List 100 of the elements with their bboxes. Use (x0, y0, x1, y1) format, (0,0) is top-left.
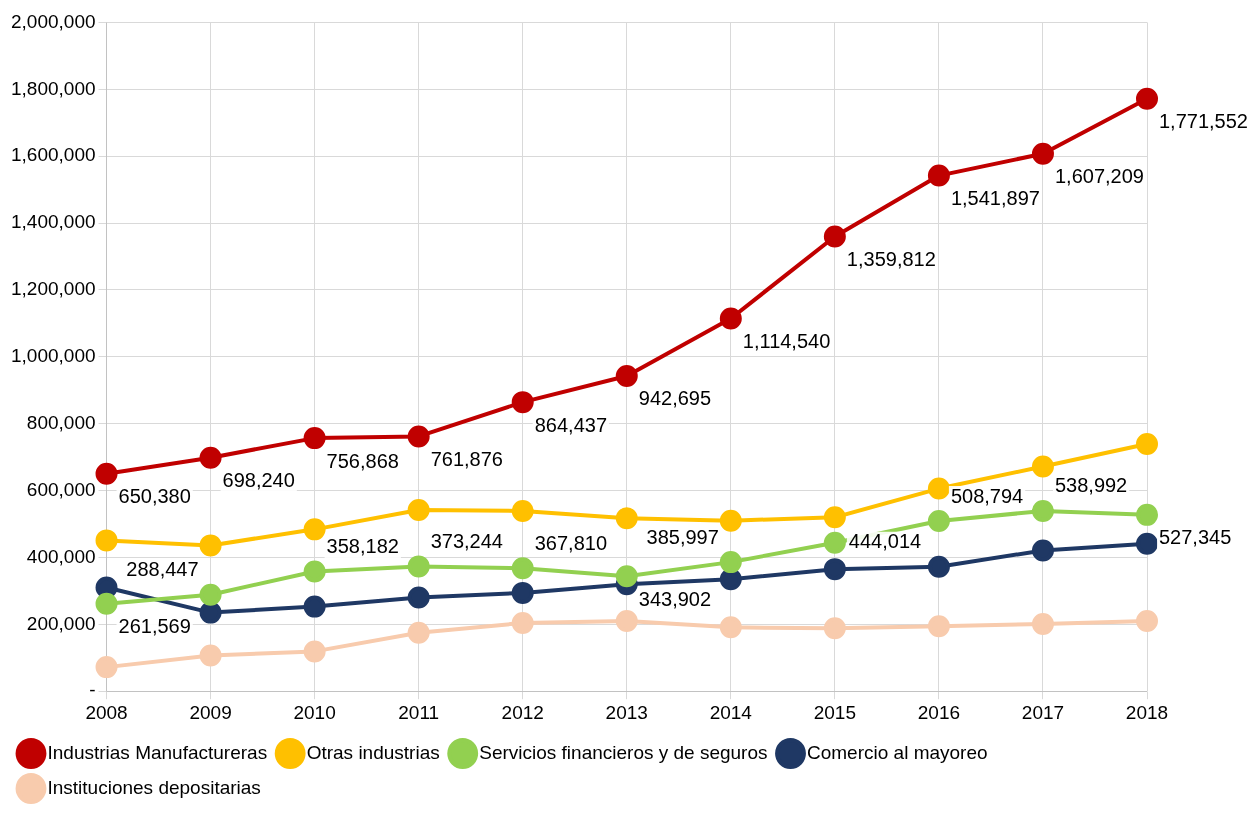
y-tick-label: 400,000 (26, 545, 96, 567)
point (303, 518, 326, 541)
y-tick-label: 800,000 (26, 411, 96, 433)
x-tick-label: 2017 (1021, 701, 1065, 723)
data-label: 1,607,209 (1054, 165, 1144, 188)
point (1136, 503, 1158, 526)
point (303, 595, 326, 618)
y-tick-label: 1,400,000 (10, 211, 96, 233)
data-label: 343,902 (638, 587, 712, 610)
point (95, 529, 118, 552)
point (823, 506, 846, 529)
x-tick-label: 2018 (1125, 701, 1169, 723)
point (1136, 532, 1158, 555)
legend-label: Comercio al mayoreo (807, 741, 988, 763)
point (95, 592, 118, 615)
point (1031, 455, 1054, 478)
x-tick-label: 2016 (917, 701, 961, 723)
point (1136, 609, 1158, 632)
x-tick-label: 2009 (189, 701, 232, 723)
y-tick-label: - (89, 679, 96, 701)
point (1136, 87, 1158, 110)
point (1031, 612, 1054, 635)
point (719, 568, 742, 591)
point (95, 462, 118, 485)
point (303, 640, 326, 663)
point (1031, 142, 1054, 165)
point (927, 615, 950, 638)
legend-label: Otras industrias (306, 741, 440, 763)
point (511, 557, 534, 580)
data-label: 288,447 (126, 558, 199, 581)
data-label: 367,810 (534, 531, 608, 554)
point (927, 477, 950, 500)
point (823, 225, 846, 248)
point (719, 307, 742, 330)
point (407, 586, 430, 609)
point (407, 425, 430, 448)
y-tick-label: 2,000,000 (10, 10, 96, 32)
data-label: 1,541,897 (950, 187, 1040, 210)
legend-label: Industrias Manufactureras (47, 741, 268, 763)
point (199, 446, 222, 469)
point (823, 558, 846, 581)
data-label: 444,014 (848, 530, 922, 553)
point (927, 555, 950, 578)
y-tick-label: 600,000 (26, 478, 96, 500)
point (303, 427, 326, 450)
point (615, 507, 638, 530)
data-label: 1,771,552 (1159, 110, 1248, 133)
point (927, 510, 950, 533)
point (1136, 433, 1158, 456)
point (719, 616, 742, 639)
point (927, 164, 950, 187)
point (407, 621, 430, 644)
point (511, 581, 534, 604)
x-tick-label: 2011 (398, 701, 440, 723)
y-tick-label: 200,000 (26, 612, 96, 634)
point (615, 364, 638, 387)
data-label: 864,437 (534, 413, 608, 436)
point (199, 583, 222, 606)
data-label: 1,359,812 (846, 247, 936, 270)
x-tick-label: 2015 (813, 701, 856, 723)
data-label: 373,244 (430, 529, 503, 552)
point (407, 555, 430, 578)
x-tick-label: 2014 (709, 701, 753, 723)
point (511, 499, 534, 522)
data-label: 650,380 (118, 485, 191, 508)
point (719, 551, 742, 574)
data-label: 358,182 (326, 534, 399, 557)
data-label: 538,992 (1054, 474, 1128, 497)
point (1031, 499, 1054, 522)
point (823, 617, 846, 640)
x-tick-label: 2013 (605, 701, 648, 723)
point (719, 509, 742, 532)
point (1031, 539, 1054, 562)
data-label: 385,997 (646, 525, 719, 548)
data-label: 942,695 (638, 387, 712, 410)
point (303, 560, 326, 583)
x-tick-label: 2008 (85, 701, 128, 723)
point (199, 644, 222, 667)
point (511, 391, 534, 414)
data-label: 527,345 (1159, 526, 1232, 549)
point (823, 531, 846, 554)
x-tick-label: 2010 (293, 701, 336, 723)
point (615, 565, 638, 588)
y-tick-label: 1,600,000 (10, 144, 96, 166)
x-tick-label: 2012 (501, 701, 544, 723)
data-label: 508,794 (950, 484, 1024, 507)
data-label: 761,876 (430, 447, 503, 470)
point (199, 534, 222, 557)
y-tick-label: 1,200,000 (10, 278, 96, 300)
point (199, 601, 222, 624)
legend-label: Instituciones depositarias (47, 776, 261, 798)
y-tick-label: 1,000,000 (10, 345, 96, 367)
point (407, 498, 430, 521)
data-label: 698,240 (222, 469, 295, 492)
data-label: 756,868 (326, 449, 399, 472)
data-label: 1,114,540 (742, 330, 831, 353)
data-label: 261,569 (118, 615, 191, 638)
legend-label: Servicios financieros y de seguros (479, 741, 768, 763)
y-tick-label: 1,800,000 (10, 77, 96, 99)
point (511, 611, 534, 634)
